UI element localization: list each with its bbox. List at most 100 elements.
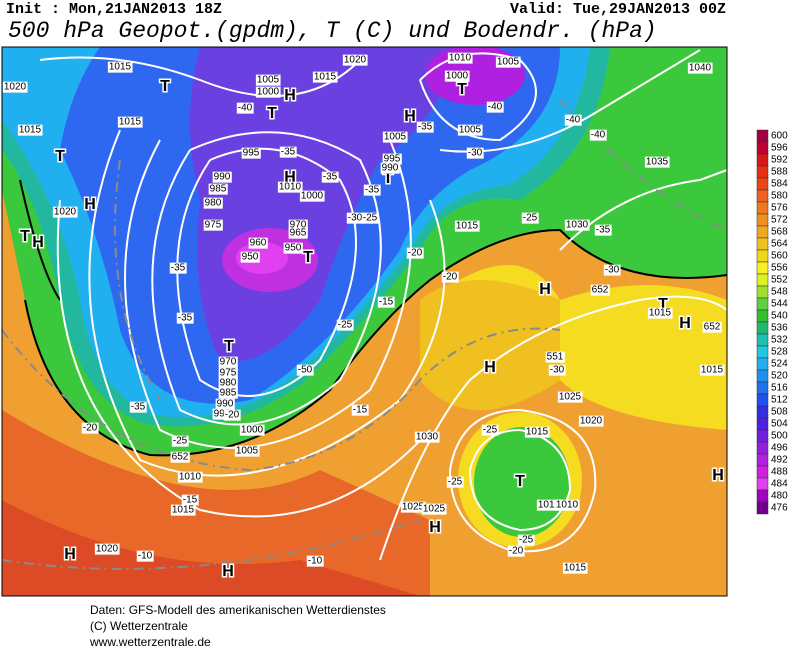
label-box [288,219,308,231]
contour-label: 1005 [384,132,407,143]
label-box [361,212,379,224]
label-box [578,415,604,427]
contour-label: -35 [323,172,338,183]
label-box [234,445,260,457]
contour-label: 1005 [257,75,280,86]
label-box [536,499,562,511]
label-box [421,503,447,515]
colorbar-label: 536 [771,323,788,334]
colorbar-cell [756,321,769,335]
colorbar-label: 548 [771,287,788,298]
colorbar-label: 552 [771,275,788,286]
label-box [699,364,725,376]
contour-label: 1015 [649,308,672,319]
colorbar-cell [756,165,769,179]
contour-label: -25 [363,213,378,224]
label-box [557,391,583,403]
contour-label: -20 [408,248,423,259]
colorbar-cell [756,405,769,419]
label-box [239,424,265,436]
colorbar-label: 504 [771,419,788,430]
label-box [236,102,254,114]
footer-line: Daten: GFS-Modell des amerikanischen Wet… [90,603,386,617]
label-box [52,206,78,218]
label-box [306,555,324,567]
contour-label: -20 [225,410,240,421]
contour-label: -10 [138,551,153,562]
colorbar-cell [756,453,769,467]
colorbar-label: 556 [771,263,788,274]
label-box [169,262,187,274]
label-box [296,364,314,376]
label-box [277,181,303,193]
contour-label: -25 [338,320,353,331]
label-box [176,312,194,324]
label-box [548,364,566,376]
contour-label: 1020 [4,82,27,93]
label-box [521,212,539,224]
contour-label: -25 [483,425,498,436]
label-box [346,212,364,224]
pressure-center: T [515,473,525,490]
contour-label: -25 [523,213,538,224]
contour-label: -35 [171,263,186,274]
colorbar-cell [756,333,769,347]
colorbar-label: 592 [771,155,788,166]
colorbar-cell [756,489,769,503]
colorbar-cell [756,345,769,359]
label-box [446,476,464,488]
colorbar-cell [756,273,769,287]
colorbar-label: 564 [771,239,788,250]
contour-label: 1020 [580,416,603,427]
contour-label: -40 [566,115,581,126]
colorbar-label: 520 [771,371,788,382]
label-box [177,471,203,483]
contour-label: 970 [220,357,237,368]
label-box [218,387,238,399]
colorbar-label: 532 [771,335,788,346]
contour-label: 1015 [701,365,724,376]
contour-label: 1010 [179,472,202,483]
colorbar-label: 584 [771,179,788,190]
pressure-center: H [284,87,296,104]
contour-label: 1000 [446,71,469,82]
contour-label: 1010 [449,53,472,64]
label-box [136,550,154,562]
contour-label: 1015 [172,505,195,516]
colorbar-cell [756,129,769,143]
label-box [702,321,722,333]
colorbar-label: 560 [771,251,788,262]
contour-label: 1025 [423,504,446,515]
colorbar-label: 516 [771,383,788,394]
label-box [416,121,434,133]
contour-label: 1000 [241,425,264,436]
contour-label: 975 [205,220,222,231]
contour-label: 1040 [689,63,712,74]
colorbar-cell [756,189,769,203]
label-box [507,545,525,557]
contour-label: -40 [591,130,606,141]
label-box [444,70,470,82]
pressure-center: H [679,315,691,332]
label-box [107,61,133,73]
footer-line: www.wetterzentrale.de [89,635,211,648]
label-box [171,435,189,447]
contour-label: 975 [220,368,237,379]
contour-label: 985 [220,388,237,399]
colorbar-label: 600 [771,131,788,142]
label-box [603,264,621,276]
contour-label: -25 [448,477,463,488]
contour-label: -15 [353,405,368,416]
label-box [687,62,713,74]
label-box [524,426,550,438]
label-box [117,116,143,128]
contour-label: -50 [298,365,313,376]
colorbar-cell [756,213,769,227]
pressure-center: H [84,196,96,213]
label-box [382,131,408,143]
contour-label: 950 [285,243,302,254]
pressure-center: T [383,170,393,187]
colorbar-cell [756,261,769,275]
